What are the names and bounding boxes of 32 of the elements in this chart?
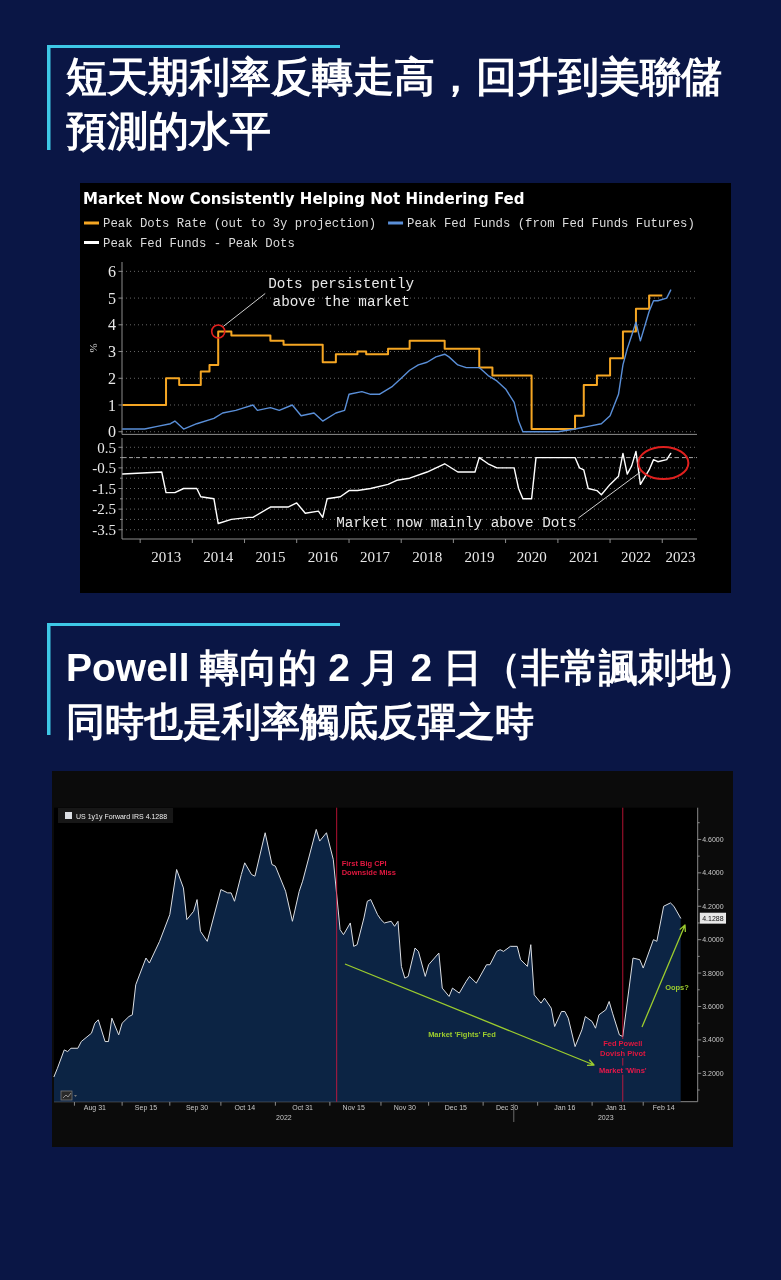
y-tick-label: -2.5 [92, 501, 116, 518]
chart-title: 短天期利率反轉走高，回升到美聯儲預測的水平 [66, 53, 723, 156]
legend-label: Peak Fed Funds (from Fed Funds Futures) [407, 217, 695, 231]
x-tick-label: 2018 [412, 549, 443, 565]
legend-label: Peak Fed Funds - Peak Dots [103, 236, 295, 251]
legend-label: Peak Dots Rate (out to 3y projection) [103, 217, 377, 231]
x-tick-label: 2020 [516, 549, 547, 565]
chart-subtitle: Market Now Consistently Helping Not Hindering Fed [83, 190, 525, 208]
x-tick-label: 2014 [203, 549, 234, 565]
x-tick-label: 2013 [151, 549, 182, 565]
x-tick-label: 2021 [568, 549, 599, 565]
x-tick-label: 2023 [665, 549, 696, 565]
x-tick-label: 2015 [255, 549, 286, 565]
annotation: Dots persistently above the market [268, 276, 415, 310]
chart-title: Powell 轉向的 2 月 2 日（非常諷刺地）同時也是利率觸底反彈之時 [66, 645, 757, 745]
y-tick-label: 4 [108, 316, 116, 334]
x-tick-label: 2016 [307, 549, 339, 565]
y-tick-label: -1.5 [92, 480, 116, 497]
annotation: Market now mainly above Dots [336, 515, 577, 532]
y-tick-label: 5 [108, 289, 116, 307]
y-tick-label: 3 [108, 343, 116, 361]
y-tick-label: -0.5 [92, 460, 116, 477]
y-tick-label: -3.5 [92, 521, 116, 538]
y-tick-label: 1 [108, 396, 116, 414]
y-tick-label: 6 [108, 262, 116, 280]
y-tick-label: 2 [108, 369, 116, 387]
x-tick-label: 2022 [621, 549, 652, 565]
y-tick-label: 0 [108, 423, 116, 441]
y-axis-title: % [87, 343, 99, 353]
y-tick-label: 0.5 [97, 439, 116, 456]
x-tick-label: 2019 [464, 549, 495, 565]
x-tick-label: 2017 [360, 549, 391, 565]
